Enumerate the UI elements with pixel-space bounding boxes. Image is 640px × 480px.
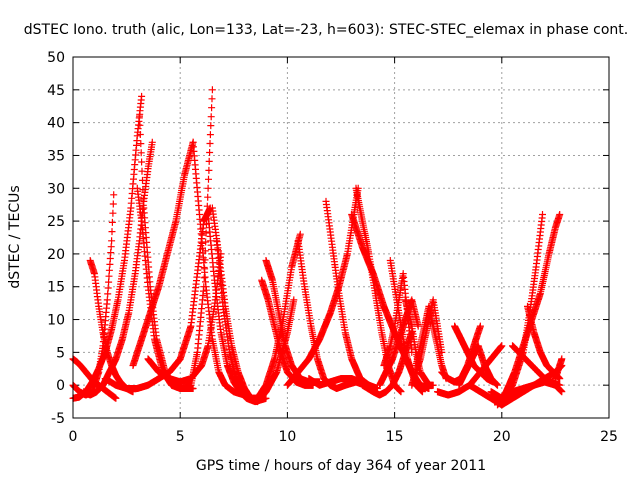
y-tick-label: 25: [47, 214, 65, 230]
data-point: [204, 193, 212, 201]
x-tick-label: 15: [386, 429, 404, 445]
data-point: [207, 113, 215, 121]
data-point: [148, 138, 156, 146]
data-point: [105, 266, 113, 274]
data-point: [108, 228, 116, 236]
y-tick-label: 45: [47, 83, 65, 99]
y-tick-label: 35: [47, 148, 65, 164]
x-tick-label: 5: [176, 429, 185, 445]
data-point: [139, 186, 147, 194]
chart-title: dSTEC Iono. truth (alic, Lon=133, Lat=-2…: [24, 22, 628, 38]
data-point: [107, 243, 115, 251]
data-point: [106, 260, 114, 268]
data-point: [539, 211, 546, 218]
y-tick-label: 50: [47, 50, 65, 66]
data-point: [112, 394, 120, 402]
x-tick-label: 10: [278, 429, 296, 445]
data-point: [208, 104, 216, 112]
data-point: [109, 200, 117, 208]
data-point: [206, 140, 214, 147]
data-point: [206, 131, 214, 139]
data-point: [206, 149, 214, 156]
y-tick-label: 15: [47, 280, 65, 296]
data-point: [296, 230, 304, 238]
y-tick-label: 10: [47, 313, 65, 329]
y-tick-label: 20: [47, 247, 65, 263]
data-point: [208, 95, 216, 103]
data-point: [208, 86, 216, 94]
data-point: [109, 209, 117, 217]
data-point: [136, 112, 143, 120]
data-point: [104, 284, 112, 292]
x-tick-label: 25: [600, 429, 618, 445]
data-point: [137, 149, 145, 157]
data-points: [69, 86, 566, 409]
data-point: [104, 290, 112, 298]
y-tick-label: 40: [47, 116, 65, 132]
y-tick-label: 5: [56, 345, 65, 361]
data-point: [105, 272, 113, 280]
data-point: [414, 322, 422, 330]
y-tick-label: 30: [47, 181, 65, 197]
data-point: [106, 255, 114, 262]
data-point: [139, 176, 146, 184]
data-point: [205, 157, 213, 165]
data-point: [103, 296, 111, 304]
data-point: [202, 229, 210, 237]
data-series: [189, 138, 248, 399]
data-point: [207, 122, 215, 130]
data-point: [108, 218, 116, 226]
y-tick-label: 0: [56, 378, 65, 394]
data-point: [108, 237, 116, 245]
data-point: [138, 92, 146, 100]
data-point: [105, 278, 113, 286]
y-tick-label: -5: [51, 411, 65, 427]
data-point: [136, 121, 144, 129]
data-point: [110, 191, 118, 199]
data-point: [138, 167, 146, 175]
data-point: [205, 166, 213, 174]
data-point: [138, 158, 146, 166]
data-point: [137, 140, 145, 148]
data-point: [136, 131, 144, 138]
data-point: [204, 184, 212, 192]
data-point: [205, 175, 212, 183]
x-tick-label: 20: [493, 429, 511, 445]
x-tick-label: 0: [69, 429, 78, 445]
data-series: [455, 342, 501, 389]
data-point: [139, 195, 147, 203]
data-point: [107, 249, 115, 257]
